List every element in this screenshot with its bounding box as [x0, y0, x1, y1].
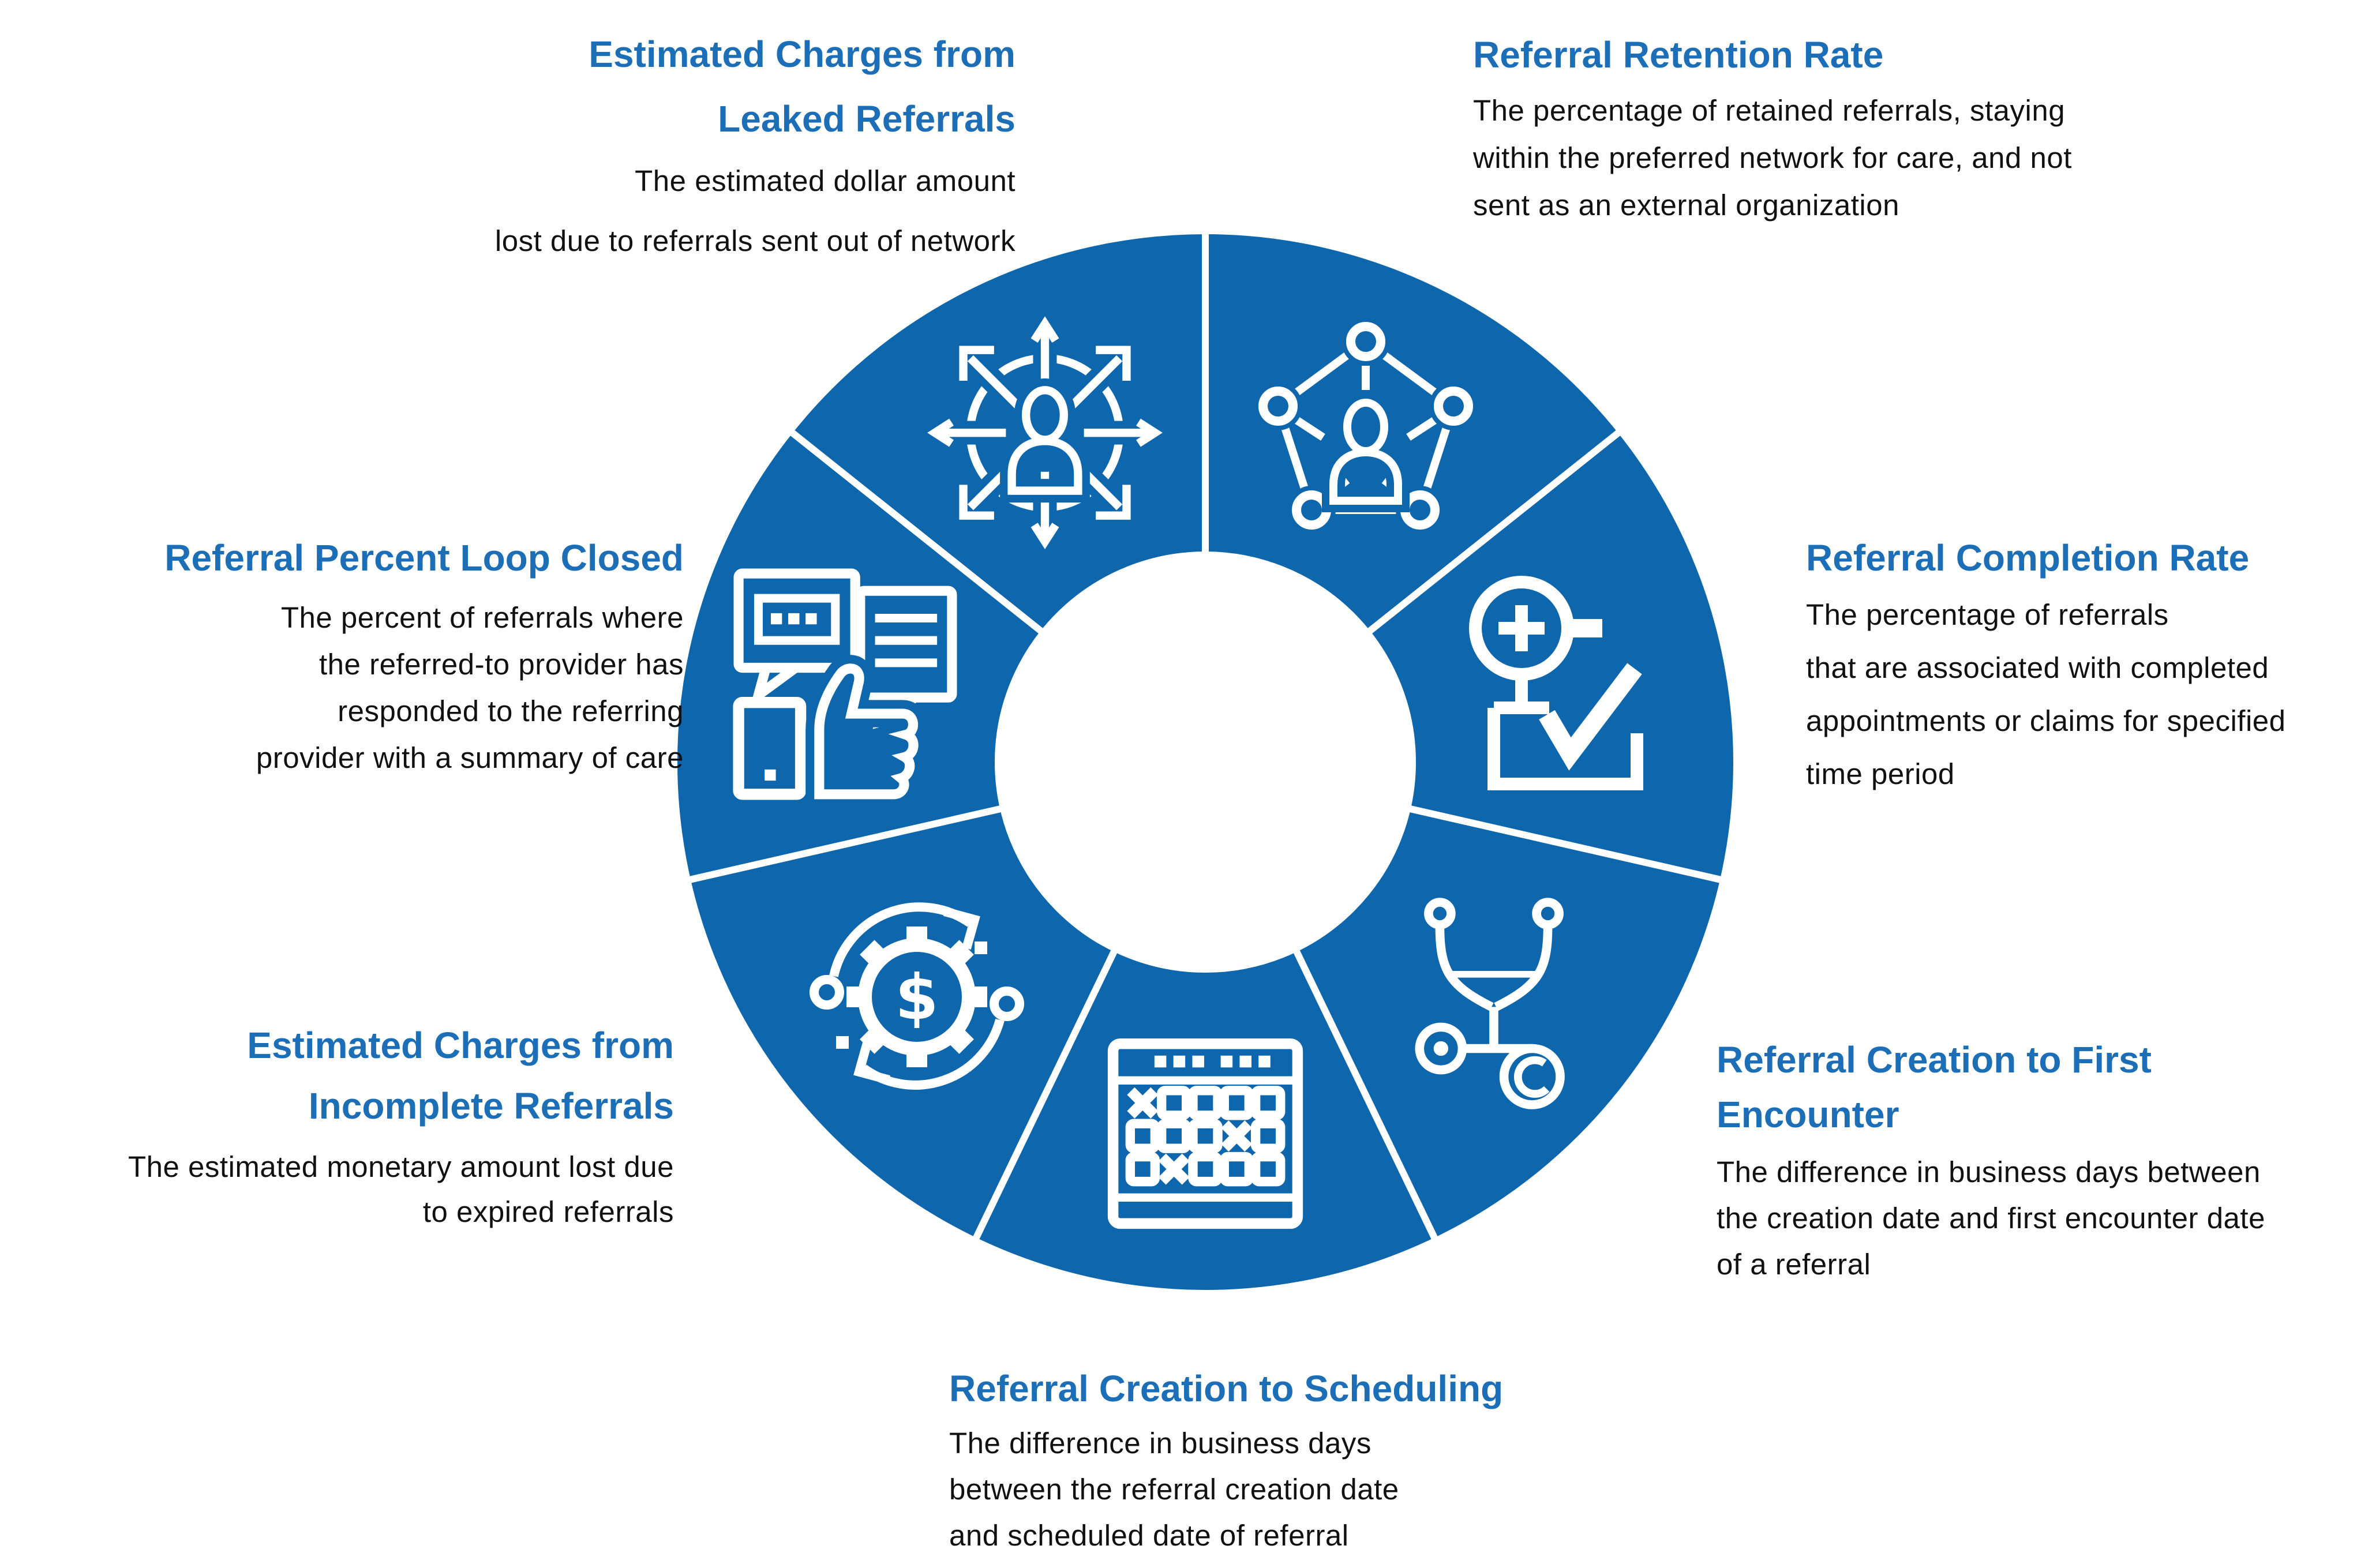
- block-desc-line: The estimated monetary amount lost due: [128, 1150, 674, 1183]
- wheel-divider: [1361, 430, 1621, 639]
- block-desc-line: of a referral: [1717, 1248, 1871, 1281]
- person-outbound-arrows-icon: [913, 302, 1177, 564]
- block-description: The percentage of retained referrals, st…: [1473, 87, 2072, 229]
- block-heading-line: Referral Percent Loop Closed: [164, 537, 684, 579]
- block-desc-line: the creation date and first encounter da…: [1717, 1202, 2265, 1235]
- block-description: The percentage of referrals that are ass…: [1806, 588, 2286, 801]
- block-description: The estimated dollar amount lost due to …: [495, 151, 1015, 271]
- feedback-thumbs-up-chat-icon: [733, 568, 957, 808]
- block-heading-line: Referral Retention Rate: [1473, 34, 1884, 76]
- dollar-gear-cycle-icon: $: [810, 902, 1024, 1090]
- block-desc-line: responded to the referring: [338, 695, 684, 727]
- block-heading-line: Estimated Charges from: [247, 1025, 674, 1066]
- block-heading-line: Referral Creation to First: [1717, 1039, 2152, 1081]
- block-desc-line: The difference in business days between: [1717, 1156, 2261, 1188]
- block-desc-line: between the referral creation date: [949, 1473, 1399, 1506]
- block-desc-line: The percentage of referrals: [1806, 598, 2169, 631]
- block-desc-line: the referred-to provider has: [319, 648, 684, 681]
- wheel-divider: [790, 430, 1050, 639]
- wheel-divider: [973, 943, 1121, 1240]
- stethoscope-icon: [1415, 898, 1565, 1109]
- block-referral-percent-loop-closed: Referral Percent Loop Closed The percent…: [164, 532, 684, 781]
- block-desc-line: appointments or claims for specified: [1806, 704, 2286, 737]
- block-heading-line: Leaked Referrals: [718, 98, 1015, 140]
- block-desc-line: The estimated dollar amount: [635, 164, 1015, 197]
- block-heading-line: Estimated Charges from: [589, 33, 1015, 75]
- wheel-divider-lines: [690, 234, 1721, 1240]
- block-desc-line: The percent of referrals where: [280, 601, 684, 634]
- block-desc-line: lost due to referrals sent out of networ…: [494, 224, 1015, 257]
- medical-search-checkmark-icon: [1469, 576, 1643, 790]
- block-description: The difference in business days between …: [1717, 1149, 2265, 1288]
- block-desc-line: provider with a summary of care: [256, 741, 684, 774]
- block-description: The percent of referrals where the refer…: [164, 594, 684, 781]
- block-estimated-charges-incomplete-referrals: Estimated Charges from Incomplete Referr…: [128, 1015, 674, 1235]
- block-referral-creation-to-first-encounter: Referral Creation to First Encounter The…: [1717, 1033, 2265, 1288]
- block-heading-line: Incomplete Referrals: [308, 1085, 674, 1127]
- block-referral-retention-rate: Referral Retention Rate The percentage o…: [1473, 26, 2072, 229]
- wheel-divider: [1402, 804, 1721, 883]
- block-desc-line: and scheduled date of referral: [949, 1519, 1349, 1552]
- people-network-pentagon-icon: [1254, 317, 1478, 534]
- block-description: The difference in business days between …: [949, 1420, 1503, 1559]
- block-desc-line: The difference in business days: [949, 1427, 1372, 1460]
- block-heading-line: Referral Completion Rate: [1806, 537, 2250, 579]
- block-heading-line: Referral Creation to Scheduling: [949, 1368, 1504, 1409]
- calendar-schedule-icon: [1107, 1038, 1303, 1229]
- block-desc-line: time period: [1806, 757, 1955, 790]
- dollar-sign: $: [895, 962, 938, 1034]
- block-desc-line: that are associated with completed: [1806, 651, 2269, 684]
- block-heading-line: Encounter: [1717, 1094, 1899, 1135]
- block-desc-line: to expired referrals: [422, 1195, 674, 1228]
- wheel-divider: [690, 804, 1009, 883]
- block-desc-line: sent as an external organization: [1473, 189, 1899, 222]
- block-description: The estimated monetary amount lost due t…: [128, 1145, 674, 1235]
- block-desc-line: The percentage of retained referrals, st…: [1473, 94, 2066, 127]
- wheel-divider: [1290, 943, 1438, 1240]
- block-desc-line: within the preferred network for care, a…: [1473, 141, 2072, 174]
- block-referral-completion-rate: Referral Completion Rate The percentage …: [1806, 532, 2286, 801]
- block-estimated-charges-leaked-referrals: Estimated Charges from Leaked Referrals …: [495, 22, 1015, 271]
- block-referral-creation-to-scheduling: Referral Creation to Scheduling The diff…: [949, 1363, 1503, 1559]
